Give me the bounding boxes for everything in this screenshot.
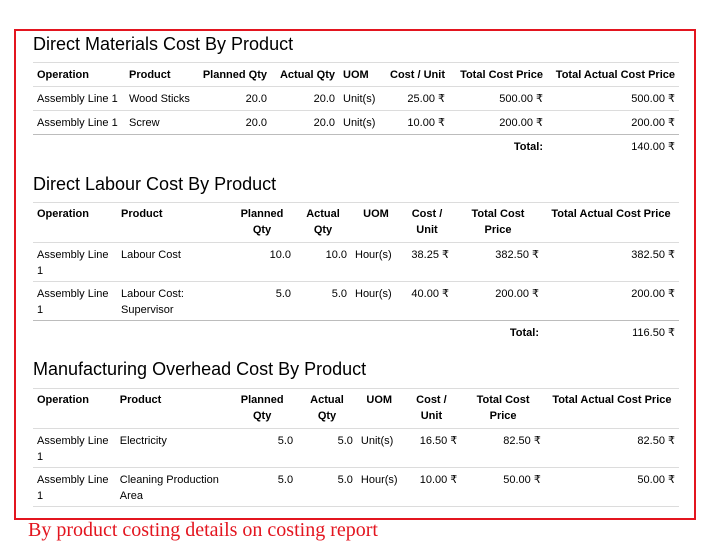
labour-section-title: Direct Labour Cost By Product xyxy=(33,174,277,194)
overhead-header-row: Operation Product Planned Qty Actual Qty… xyxy=(33,388,679,429)
cell-planned-qty: 10.0 xyxy=(269,249,291,261)
column-header: Total Actual Cost Price xyxy=(551,208,671,220)
cell-planned-qty: 20.0 xyxy=(245,117,267,129)
column-header: UOM xyxy=(363,208,389,220)
column-header: Product xyxy=(121,208,163,220)
cell-cost-unit: 25.00 ₹ xyxy=(407,93,445,105)
table-row: Assembly Line 1 Screw 20.0 20.0 Unit(s) … xyxy=(33,111,679,135)
cell-operation: Assembly Line 1 xyxy=(37,474,109,502)
cell-operation: Assembly Line 1 xyxy=(37,93,118,105)
cell-operation: Assembly Line 1 xyxy=(37,249,109,277)
cell-product: Wood Sticks xyxy=(129,93,190,105)
column-header: Operation xyxy=(37,69,89,81)
column-header: Operation xyxy=(37,394,89,406)
overhead-table: Operation Product Planned Qty Actual Qty… xyxy=(33,388,679,507)
column-header: Total Cost Price xyxy=(476,394,530,422)
column-header: Planned Qty xyxy=(202,69,267,81)
table-row: Assembly Line 1 Wood Sticks 20.0 20.0 Un… xyxy=(33,87,679,111)
cell-cost-unit: 10.00 ₹ xyxy=(419,474,458,486)
cell-cost-unit: 16.50 ₹ xyxy=(419,435,458,447)
column-header: Total Cost Price xyxy=(471,208,525,236)
cell-planned-qty: 5.0 xyxy=(277,474,294,486)
cell-planned-qty: 5.0 xyxy=(277,435,294,447)
column-header: Cost / Unit xyxy=(390,69,445,81)
labour-header-row: Operation Product Planned Qty Actual Qty… xyxy=(33,202,679,243)
cell-product: Labour Cost xyxy=(121,249,181,261)
column-header: Planned Qty xyxy=(240,208,284,236)
total-row: Total: 140.00 ₹ xyxy=(33,134,679,159)
column-header: Total Actual Cost Price xyxy=(555,69,675,81)
caption-text: By product costing details on costing re… xyxy=(28,519,378,541)
table-row: Assembly Line 1 Labour Cost: Supervisor … xyxy=(33,282,679,321)
cell-actual-qty: 20.0 xyxy=(313,117,335,129)
cell-total-cost: 382.50 ₹ xyxy=(495,249,539,261)
cell-uom: Hour(s) xyxy=(355,249,392,261)
cell-planned-qty: 20.0 xyxy=(245,93,267,105)
column-header: Product xyxy=(129,69,171,81)
table-row: Assembly Line 1 Labour Cost 10.0 10.0 Ho… xyxy=(33,243,679,282)
cell-total-cost: 200.00 ₹ xyxy=(495,288,539,300)
cell-total-actual-cost: 382.50 ₹ xyxy=(631,249,675,261)
labour-table: Operation Product Planned Qty Actual Qty… xyxy=(33,202,679,345)
cell-product: Electricity xyxy=(119,435,167,447)
cell-actual-qty: 20.0 xyxy=(313,93,335,105)
cell-uom: Unit(s) xyxy=(343,93,376,105)
materials-header-row: Operation Product Planned Qty Actual Qty… xyxy=(33,62,679,87)
column-header: Operation xyxy=(37,208,89,220)
cell-uom: Unit(s) xyxy=(343,117,376,129)
cell-total-cost: 200.00 ₹ xyxy=(499,117,543,129)
cell-actual-qty: 5.0 xyxy=(337,474,353,486)
cell-cost-unit: 10.00 ₹ xyxy=(407,117,445,129)
table-row: Assembly Line 1 Electricity 5.0 5.0 Unit… xyxy=(33,429,679,468)
cell-total-actual-cost: 200.00 ₹ xyxy=(631,117,675,129)
column-header: Total Actual Cost Price xyxy=(552,394,672,406)
materials-section-title: Direct Materials Cost By Product xyxy=(33,34,294,54)
column-header: Cost / Unit xyxy=(416,394,447,422)
cell-total-cost: 82.50 ₹ xyxy=(503,435,541,447)
cell-actual-qty: 10.0 xyxy=(325,249,347,261)
column-header: Product xyxy=(119,394,162,406)
cell-product: Cleaning Production Area xyxy=(119,474,219,502)
cell-actual-qty: 5.0 xyxy=(337,435,353,447)
column-header: UOM xyxy=(366,394,393,406)
cell-uom: Hour(s) xyxy=(360,474,398,486)
column-header: UOM xyxy=(343,69,369,81)
column-header: Actual Qty xyxy=(310,394,344,422)
cell-total-cost: 50.00 ₹ xyxy=(503,474,541,486)
table-row: Assembly Line 1 Cleaning Production Area… xyxy=(33,468,679,507)
materials-table: Operation Product Planned Qty Actual Qty… xyxy=(33,62,679,159)
column-header: Total Cost Price xyxy=(460,69,543,81)
cell-product: Screw xyxy=(129,117,160,129)
cell-total-cost: 500.00 ₹ xyxy=(499,93,543,105)
cell-cost-unit: 40.00 ₹ xyxy=(411,288,449,300)
cell-total-actual-cost: 200.00 ₹ xyxy=(631,288,675,300)
total-value: 116.50 ₹ xyxy=(543,320,679,345)
column-header: Actual Qty xyxy=(279,69,335,81)
cell-operation: Assembly Line 1 xyxy=(37,117,118,129)
total-value: 140.00 ₹ xyxy=(547,134,679,159)
total-row: Total: 116.50 ₹ xyxy=(33,320,679,345)
cell-product: Labour Cost: Supervisor xyxy=(121,288,184,316)
cell-operation: Assembly Line 1 xyxy=(37,288,109,316)
total-label: Total: xyxy=(453,320,543,345)
column-header: Actual Qty xyxy=(306,208,340,236)
cell-total-actual-cost: 82.50 ₹ xyxy=(637,435,675,447)
overhead-section-title: Manufacturing Overhead Cost By Product xyxy=(33,359,367,379)
total-label: Total: xyxy=(449,134,547,159)
cell-total-actual-cost: 500.00 ₹ xyxy=(631,93,675,105)
cell-operation: Assembly Line 1 xyxy=(37,435,109,463)
cell-actual-qty: 5.0 xyxy=(331,288,347,300)
cell-uom: Hour(s) xyxy=(355,288,392,300)
highlight-frame xyxy=(14,29,696,520)
cell-planned-qty: 5.0 xyxy=(275,288,291,300)
cell-cost-unit: 38.25 ₹ xyxy=(411,249,449,261)
cell-total-actual-cost: 50.00 ₹ xyxy=(637,474,675,486)
column-header: Cost / Unit xyxy=(411,208,443,236)
column-header: Planned Qty xyxy=(240,394,284,422)
cell-uom: Unit(s) xyxy=(360,435,394,447)
